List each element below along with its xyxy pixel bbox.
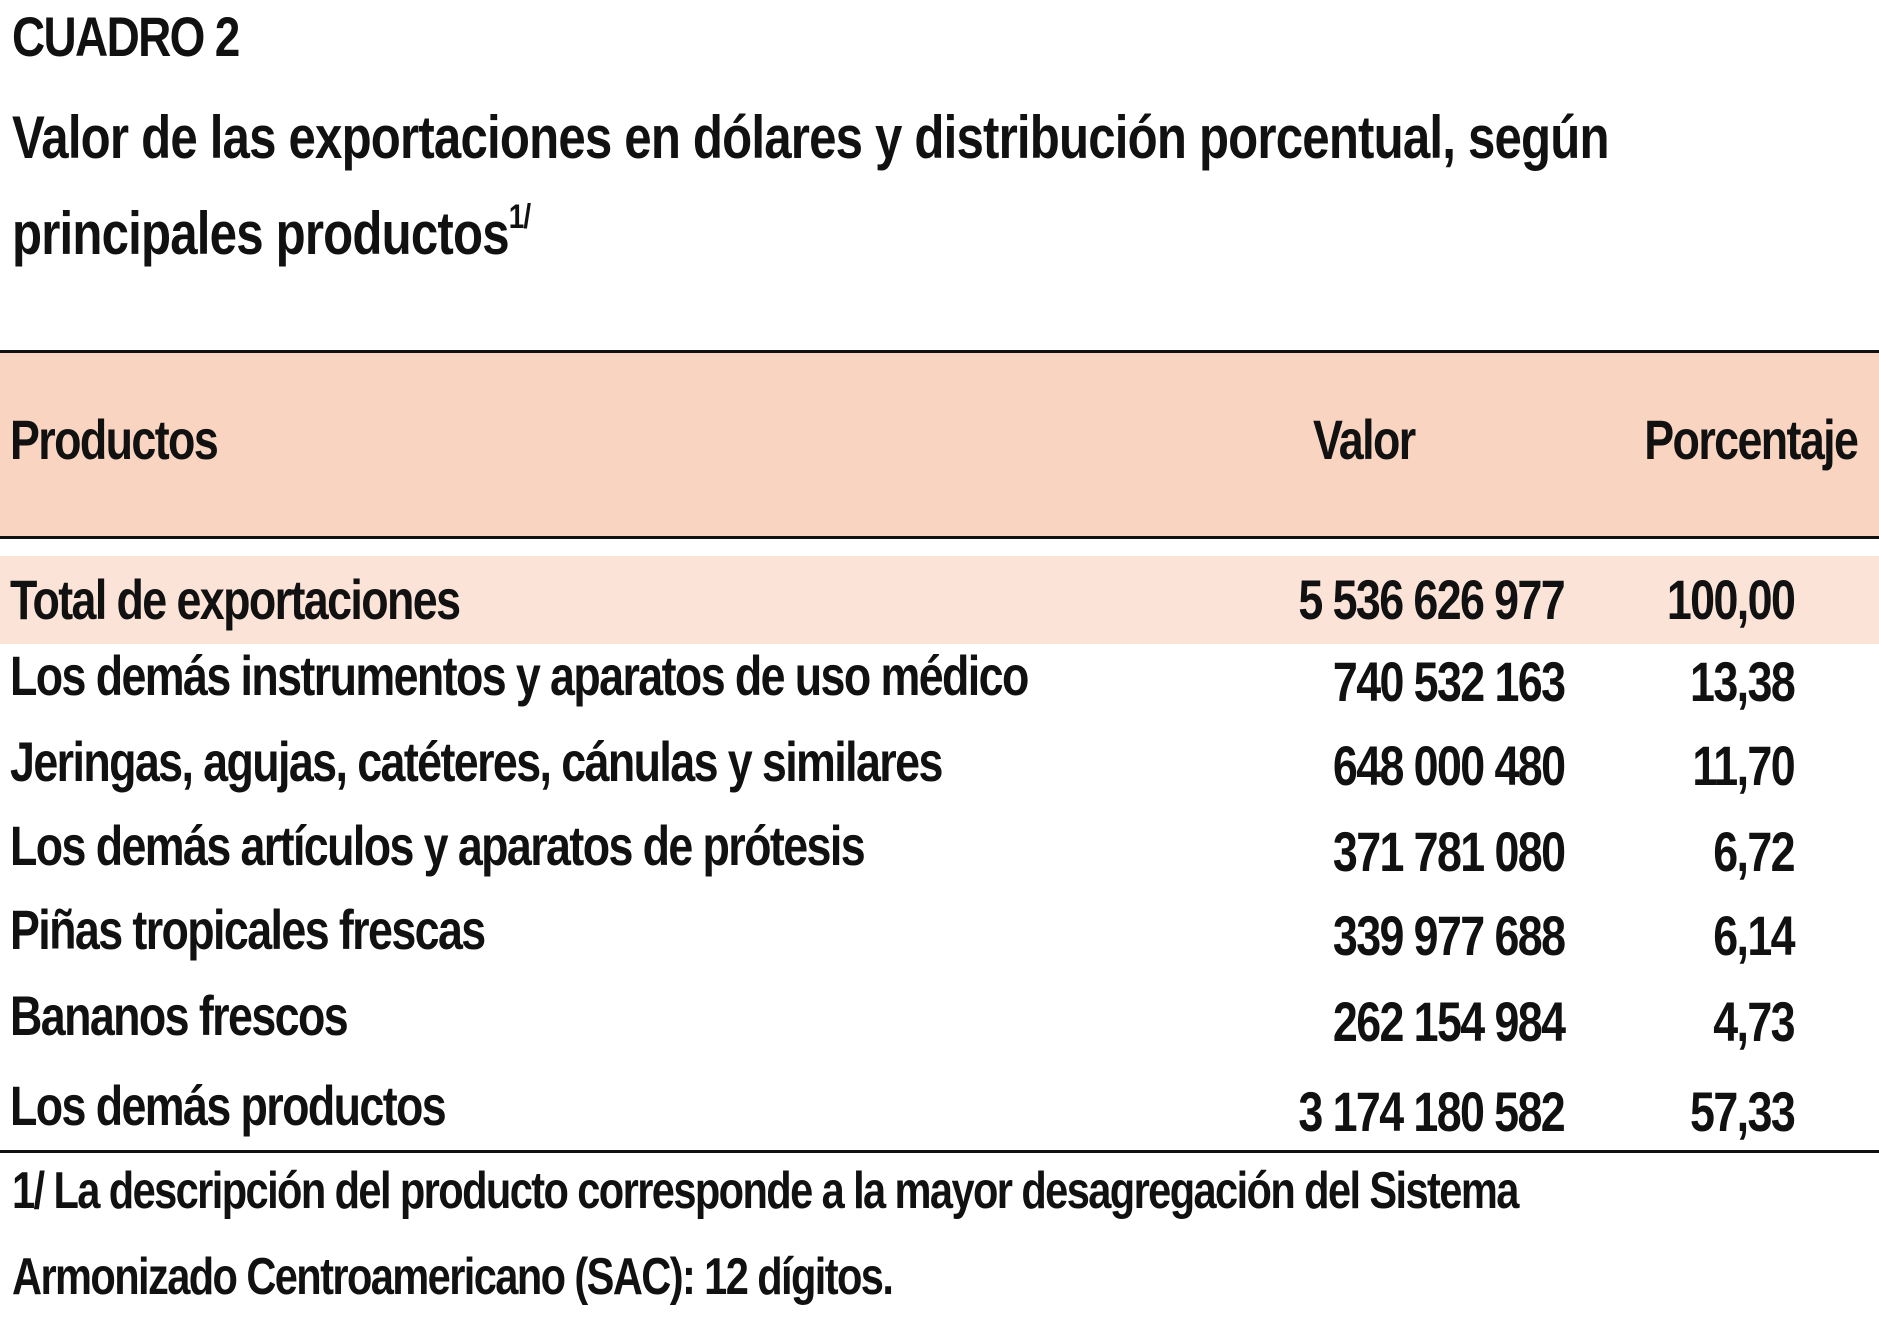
- column-header-valor: Valor: [1313, 408, 1416, 471]
- table-row-percent: 11,70: [1692, 734, 1795, 797]
- table-row-product: Jeringas, agujas, catéteres, cánulas y s…: [10, 730, 943, 793]
- table-row-value: 262 154 984: [1332, 990, 1565, 1053]
- table-row-percent: 4,73: [1713, 990, 1795, 1053]
- table-row-value: 3 174 180 582: [1298, 1080, 1565, 1143]
- table-row-product: Los demás productos: [10, 1074, 447, 1137]
- table-header-rule: [0, 536, 1879, 539]
- table-top-rule: [0, 350, 1879, 353]
- table-row-percent: 6,72: [1713, 820, 1795, 883]
- table-row-value: 740 532 163: [1332, 650, 1565, 713]
- table-row-product: Los demás instrumentos y aparatos de uso…: [10, 644, 1029, 707]
- title-text: Valor de las exportaciones en dólares y …: [12, 104, 1610, 267]
- column-header-productos: Productos: [10, 408, 219, 471]
- table-row-value: 648 000 480: [1332, 734, 1565, 797]
- column-header-porcentaje: Porcentaje: [1643, 408, 1859, 471]
- table-row-percent: 13,38: [1689, 650, 1796, 713]
- table-footnote: 1/ La descripción del producto correspon…: [12, 1162, 1519, 1306]
- table-row-percent: 57,33: [1689, 1080, 1796, 1143]
- total-row-percent: 100,00: [1666, 568, 1796, 631]
- table-title: Valor de las exportaciones en dólares y …: [12, 90, 1775, 282]
- table-row-product: Bananos frescos: [10, 984, 349, 1047]
- total-row-band: [0, 556, 1879, 644]
- total-row-product: Total de exportaciones: [10, 568, 461, 631]
- title-footnote-marker: 1/: [508, 198, 531, 236]
- table-label: CUADRO 2: [12, 5, 240, 68]
- total-row-value: 5 536 626 977: [1298, 568, 1565, 631]
- table-row-percent: 6,14: [1713, 904, 1795, 967]
- table-row-value: 371 781 080: [1332, 820, 1565, 883]
- table-bottom-rule: [0, 1150, 1879, 1153]
- table-header-band: [0, 353, 1879, 536]
- table-row-product: Piñas tropicales frescas: [10, 898, 486, 961]
- table-row-product: Los demás artículos y aparatos de prótes…: [10, 814, 866, 877]
- table-row-value: 339 977 688: [1332, 904, 1565, 967]
